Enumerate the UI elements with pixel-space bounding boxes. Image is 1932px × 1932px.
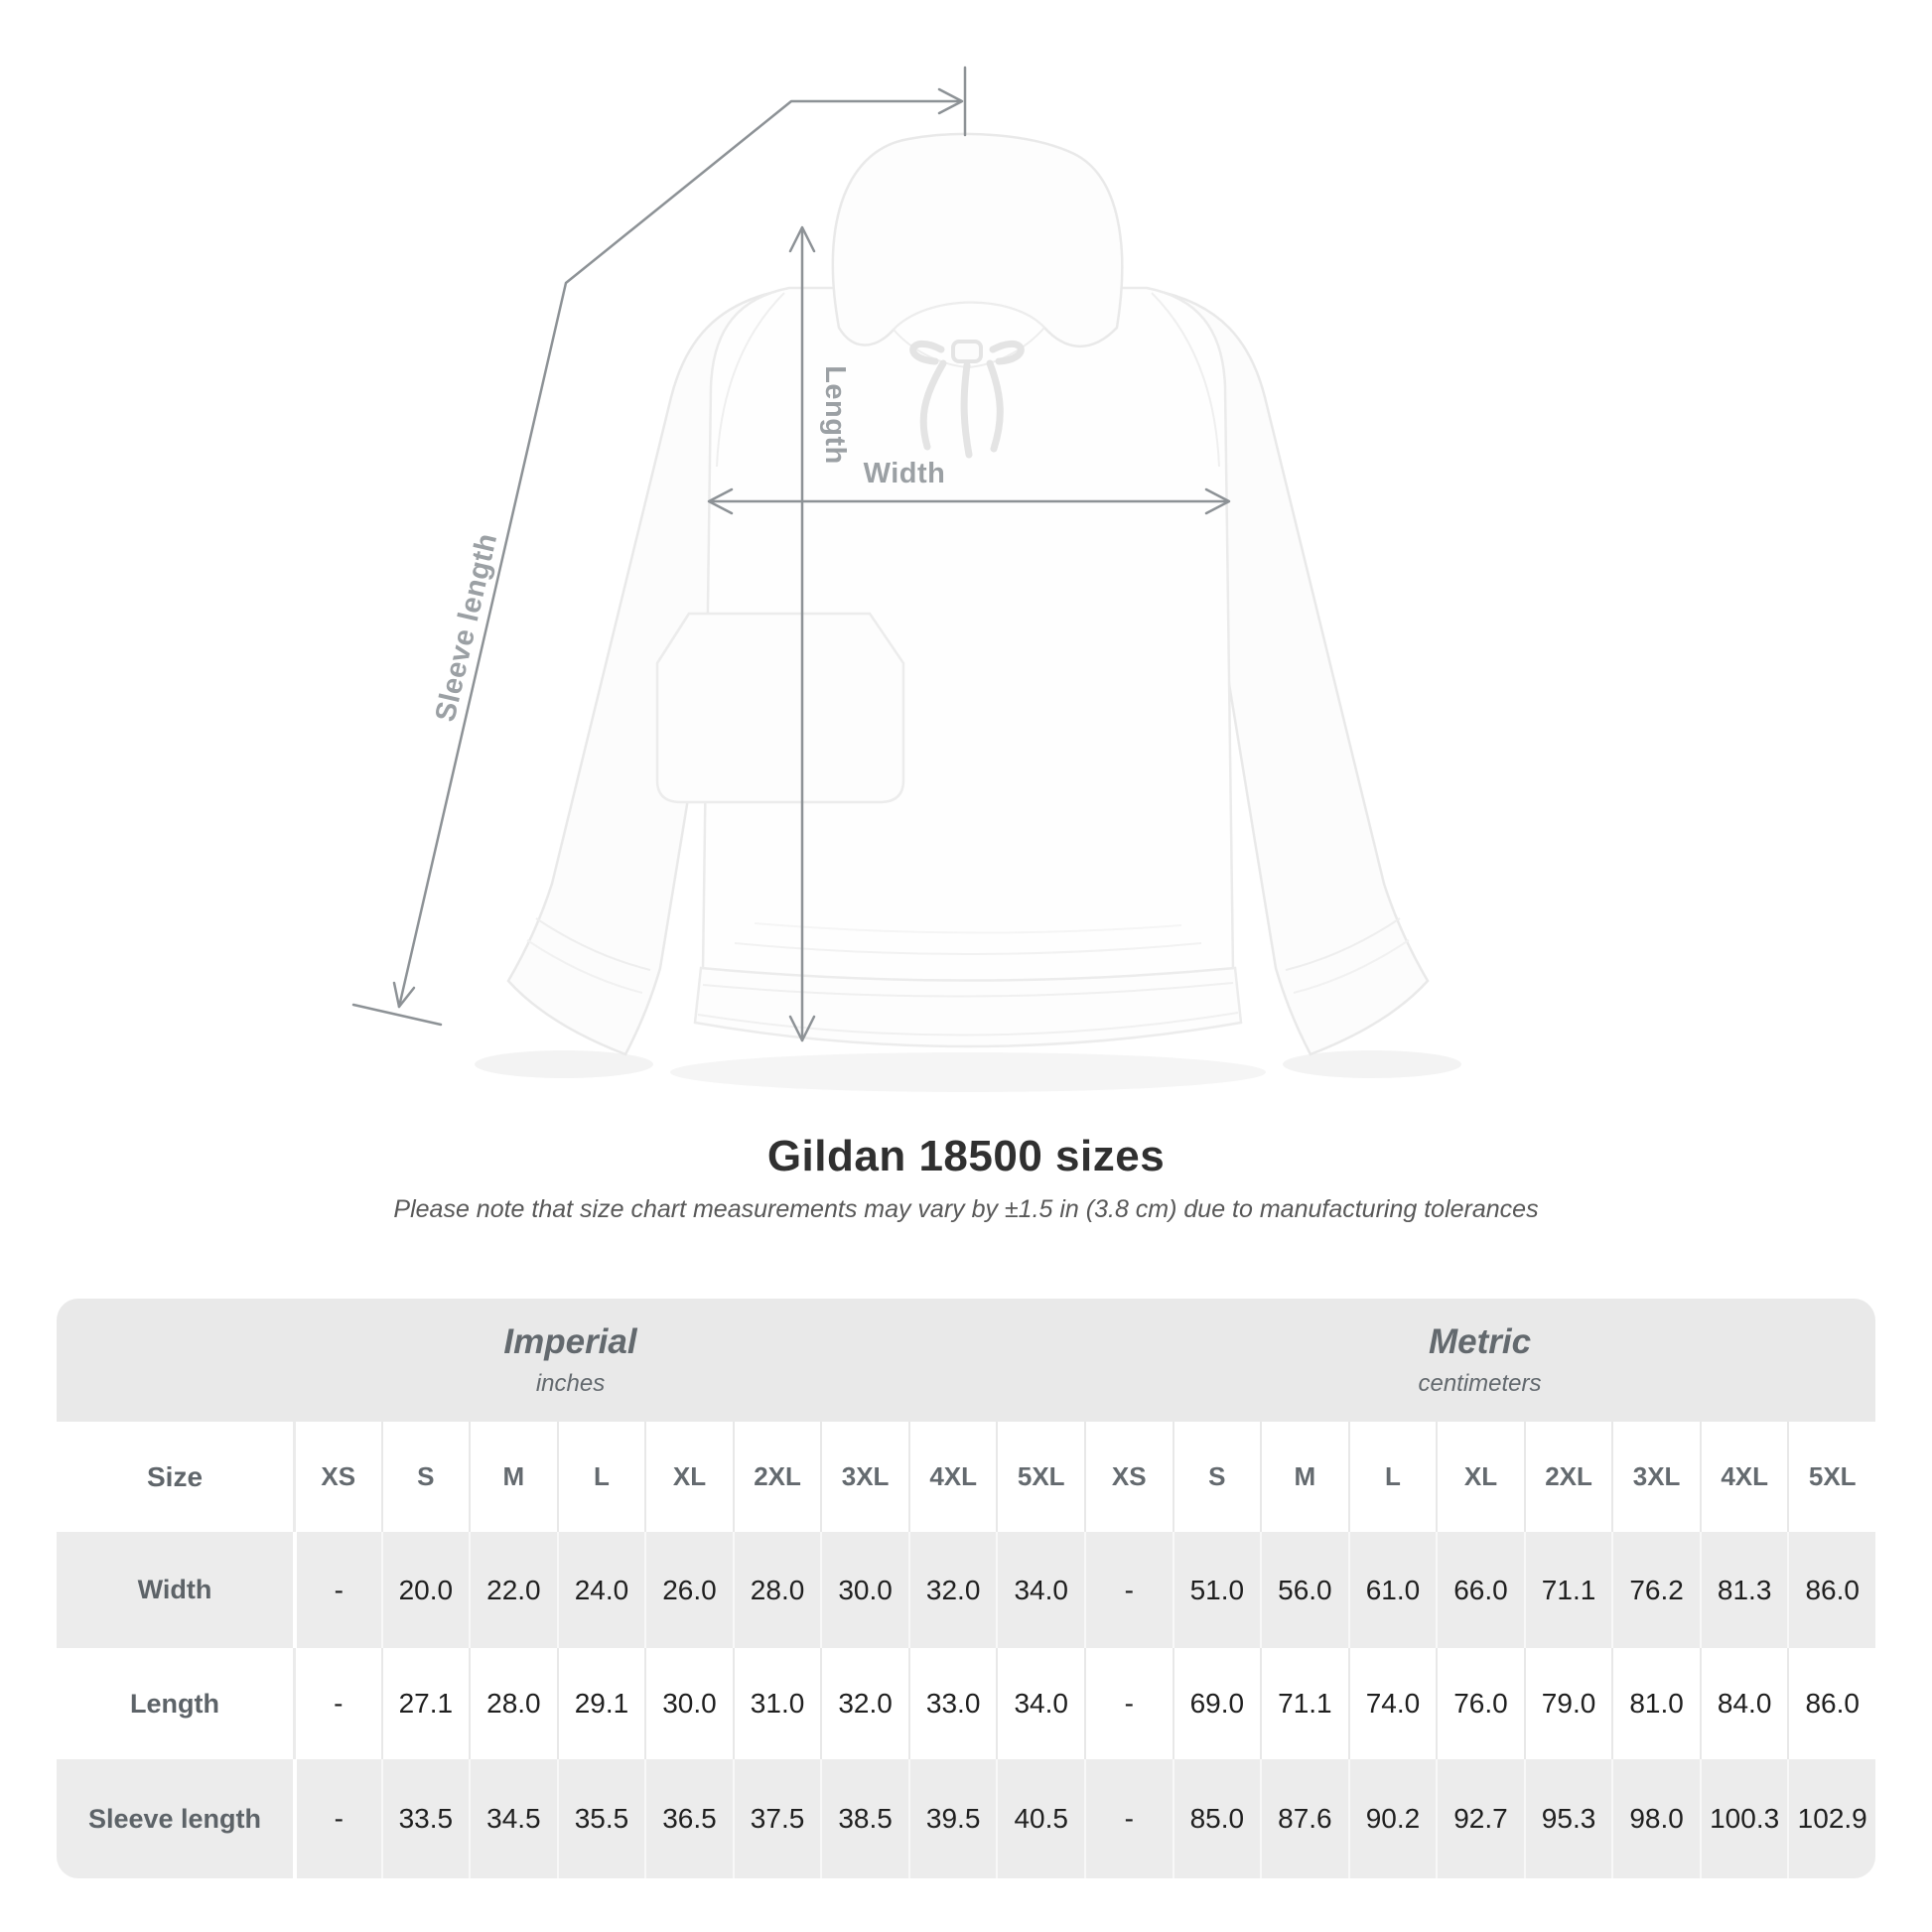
col-header-imperial-2xl: 2XL — [732, 1422, 821, 1532]
col-header-imperial-5xl: 5XL — [996, 1422, 1084, 1532]
col-header-metric-s: S — [1172, 1422, 1261, 1532]
metric-label: Metric — [1428, 1322, 1532, 1361]
table-cell: 37.5 — [732, 1759, 821, 1878]
table-cell: 34.0 — [996, 1532, 1084, 1648]
table-cell: 79.0 — [1523, 1648, 1612, 1759]
table-cell: 85.0 — [1172, 1759, 1261, 1878]
table-cell: 27.1 — [380, 1648, 470, 1759]
table-cell: 35.5 — [556, 1759, 645, 1878]
table-cell: 98.0 — [1611, 1759, 1700, 1878]
table-cell: - — [1084, 1532, 1173, 1648]
table-cell: 28.0 — [732, 1532, 821, 1648]
length-label: Length — [819, 365, 851, 465]
hoodie-illustration — [475, 132, 1461, 1092]
table-cell: 32.0 — [820, 1648, 908, 1759]
size-table: Imperial inches Metric centimeters Size … — [57, 1299, 1875, 1878]
table-cell: 87.6 — [1260, 1759, 1348, 1878]
table-cell: 81.0 — [1611, 1648, 1700, 1759]
table-cell: 56.0 — [1260, 1532, 1348, 1648]
table-cell: 100.3 — [1699, 1759, 1788, 1878]
table-cell: 22.0 — [469, 1532, 557, 1648]
table-cell: 66.0 — [1436, 1532, 1524, 1648]
col-header-metric-4xl: 4XL — [1699, 1422, 1788, 1532]
length-arrow — [788, 225, 816, 1042]
table-cell: 26.0 — [644, 1532, 733, 1648]
imperial-band: Imperial inches — [57, 1299, 1084, 1422]
table-cell: 76.2 — [1611, 1532, 1700, 1648]
row-label-length: Length — [57, 1648, 293, 1759]
row-label-width: Width — [57, 1532, 293, 1648]
metric-band: Metric centimeters — [1084, 1299, 1875, 1422]
table-cell: 95.3 — [1523, 1759, 1612, 1878]
imperial-unit: inches — [535, 1370, 606, 1397]
table-cell: 69.0 — [1172, 1648, 1261, 1759]
tolerance-note: Please note that size chart measurements… — [393, 1195, 1539, 1223]
sleeve-length-label: Sleeve length — [430, 530, 504, 725]
sleeve-length-arrow — [351, 66, 967, 1027]
table-cell: 71.1 — [1523, 1532, 1612, 1648]
col-header-imperial-3xl: 3XL — [820, 1422, 908, 1532]
table-cell: 32.0 — [907, 1532, 997, 1648]
table-cell: 90.2 — [1347, 1759, 1437, 1878]
table-cell: 20.0 — [380, 1532, 470, 1648]
table-cell: 71.1 — [1260, 1648, 1348, 1759]
col-header-metric-m: M — [1260, 1422, 1348, 1532]
table-cell: 51.0 — [1172, 1532, 1261, 1648]
metric-unit: centimeters — [1418, 1370, 1542, 1397]
table-cell: 86.0 — [1787, 1648, 1875, 1759]
table-cell: 34.5 — [469, 1759, 557, 1878]
table-cell: 33.0 — [907, 1648, 997, 1759]
width-arrow — [707, 487, 1231, 515]
table-cell: 92.7 — [1436, 1759, 1524, 1878]
table-cell: 33.5 — [380, 1759, 470, 1878]
page-title: Gildan 18500 sizes — [766, 1132, 1166, 1180]
table-cell: 30.0 — [644, 1648, 733, 1759]
table-cell: - — [293, 1532, 381, 1648]
table-cell: 76.0 — [1436, 1648, 1524, 1759]
table-cell: 61.0 — [1347, 1532, 1437, 1648]
col-header-imperial-s: S — [380, 1422, 470, 1532]
col-header-metric-2xl: 2XL — [1523, 1422, 1612, 1532]
col-header-metric-5xl: 5XL — [1787, 1422, 1875, 1532]
table-cell: 34.0 — [996, 1648, 1084, 1759]
table-cell: - — [1084, 1759, 1173, 1878]
table-cell: 38.5 — [820, 1759, 908, 1878]
table-cell: 30.0 — [820, 1532, 908, 1648]
table-cell: 86.0 — [1787, 1532, 1875, 1648]
col-header-imperial-m: M — [469, 1422, 557, 1532]
table-cell: 28.0 — [469, 1648, 557, 1759]
table-cell: 81.3 — [1699, 1532, 1788, 1648]
table-cell: - — [293, 1648, 381, 1759]
hoodie-measurement-diagram: Length Width Sleeve length — [351, 66, 1461, 1092]
table-cell: 29.1 — [556, 1648, 645, 1759]
col-header-imperial-xl: XL — [644, 1422, 733, 1532]
table-cell: 39.5 — [907, 1759, 997, 1878]
col-header-imperial-4xl: 4XL — [907, 1422, 997, 1532]
table-cell: - — [1084, 1648, 1173, 1759]
col-header-imperial-l: L — [556, 1422, 645, 1532]
row-label-sleeve-length: Sleeve length — [57, 1759, 293, 1878]
table-cell: 74.0 — [1347, 1648, 1437, 1759]
table-cell: - — [293, 1759, 381, 1878]
col-header-imperial-xs: XS — [293, 1422, 381, 1532]
table-cell: 40.5 — [996, 1759, 1084, 1878]
col-header-metric-xs: XS — [1084, 1422, 1173, 1532]
table-cell: 36.5 — [644, 1759, 733, 1878]
table-cell: 31.0 — [732, 1648, 821, 1759]
table-cell: 84.0 — [1699, 1648, 1788, 1759]
size-column-header: Size — [57, 1422, 293, 1532]
width-label: Width — [864, 458, 946, 489]
col-header-metric-3xl: 3XL — [1611, 1422, 1700, 1532]
col-header-metric-xl: XL — [1436, 1422, 1524, 1532]
table-cell: 102.9 — [1787, 1759, 1875, 1878]
col-header-metric-l: L — [1347, 1422, 1437, 1532]
imperial-label: Imperial — [503, 1322, 637, 1361]
table-cell: 24.0 — [556, 1532, 645, 1648]
